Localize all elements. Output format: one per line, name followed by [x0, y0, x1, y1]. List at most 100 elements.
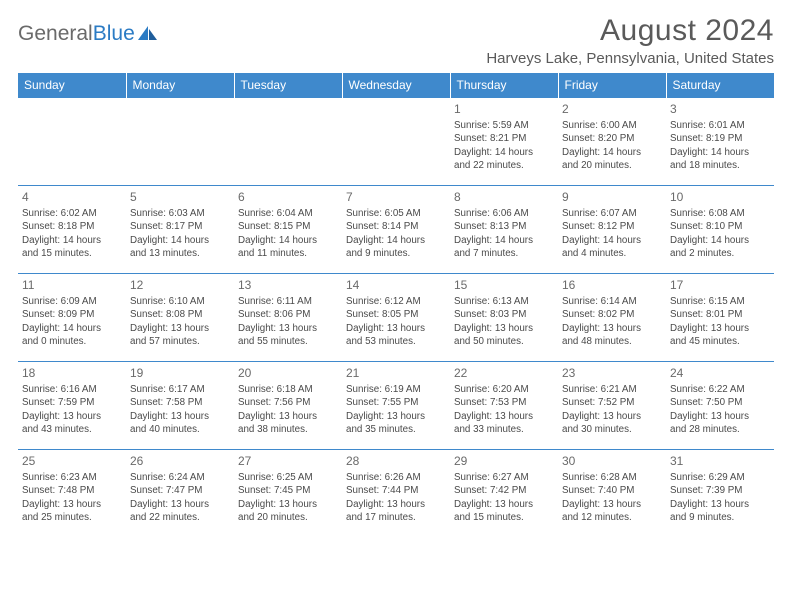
- daylight-line2: and 13 minutes.: [130, 247, 230, 260]
- sunrise-line: Sunrise: 6:28 AM: [562, 471, 662, 484]
- daylight-line1: Daylight: 13 hours: [130, 322, 230, 335]
- logo-text-blue: Blue: [93, 22, 135, 46]
- sunset-line: Sunset: 8:15 PM: [238, 220, 338, 233]
- sunset-line: Sunset: 8:19 PM: [670, 132, 770, 145]
- title-block: August 2024 Harveys Lake, Pennsylvania, …: [486, 14, 774, 67]
- sunrise-line: Sunrise: 6:29 AM: [670, 471, 770, 484]
- daylight-line1: Daylight: 14 hours: [22, 234, 122, 247]
- sunrise-line: Sunrise: 6:20 AM: [454, 383, 554, 396]
- calendar-day-cell: 17Sunrise: 6:15 AMSunset: 8:01 PMDayligh…: [666, 274, 774, 362]
- daylight-line2: and 25 minutes.: [22, 511, 122, 524]
- sunrise-line: Sunrise: 6:09 AM: [22, 295, 122, 308]
- daylight-line2: and 30 minutes.: [562, 423, 662, 436]
- daylight-line1: Daylight: 13 hours: [22, 410, 122, 423]
- sunset-line: Sunset: 8:02 PM: [562, 308, 662, 321]
- day-number: 16: [562, 277, 662, 293]
- daylight-line2: and 35 minutes.: [346, 423, 446, 436]
- daylight-line2: and 12 minutes.: [562, 511, 662, 524]
- day-number: 18: [22, 365, 122, 381]
- daylight-line1: Daylight: 13 hours: [22, 498, 122, 511]
- sunrise-line: Sunrise: 6:24 AM: [130, 471, 230, 484]
- sunrise-line: Sunrise: 6:08 AM: [670, 207, 770, 220]
- sunset-line: Sunset: 8:13 PM: [454, 220, 554, 233]
- day-number: 26: [130, 453, 230, 469]
- daylight-line2: and 38 minutes.: [238, 423, 338, 436]
- daylight-line1: Daylight: 13 hours: [454, 322, 554, 335]
- day-number: 3: [670, 101, 770, 117]
- sunset-line: Sunset: 7:39 PM: [670, 484, 770, 497]
- daylight-line2: and 0 minutes.: [22, 335, 122, 348]
- daylight-line2: and 40 minutes.: [130, 423, 230, 436]
- sunrise-line: Sunrise: 5:59 AM: [454, 119, 554, 132]
- day-number: 8: [454, 189, 554, 205]
- calendar-week-row: 18Sunrise: 6:16 AMSunset: 7:59 PMDayligh…: [18, 362, 774, 450]
- dayname-header: Friday: [558, 73, 666, 98]
- calendar-day-cell: [126, 98, 234, 186]
- sunrise-line: Sunrise: 6:02 AM: [22, 207, 122, 220]
- calendar-day-cell: 9Sunrise: 6:07 AMSunset: 8:12 PMDaylight…: [558, 186, 666, 274]
- header: GeneralBlue August 2024 Harveys Lake, Pe…: [18, 14, 774, 67]
- day-number: 24: [670, 365, 770, 381]
- calendar-day-cell: 25Sunrise: 6:23 AMSunset: 7:48 PMDayligh…: [18, 450, 126, 538]
- sunrise-line: Sunrise: 6:00 AM: [562, 119, 662, 132]
- sunset-line: Sunset: 7:59 PM: [22, 396, 122, 409]
- sunset-line: Sunset: 7:44 PM: [346, 484, 446, 497]
- sunset-line: Sunset: 8:05 PM: [346, 308, 446, 321]
- dayname-header: Wednesday: [342, 73, 450, 98]
- daylight-line2: and 20 minutes.: [562, 159, 662, 172]
- day-number: 4: [22, 189, 122, 205]
- sunrise-line: Sunrise: 6:13 AM: [454, 295, 554, 308]
- daylight-line1: Daylight: 14 hours: [238, 234, 338, 247]
- calendar-day-cell: 3Sunrise: 6:01 AMSunset: 8:19 PMDaylight…: [666, 98, 774, 186]
- sunset-line: Sunset: 8:14 PM: [346, 220, 446, 233]
- daylight-line2: and 43 minutes.: [22, 423, 122, 436]
- calendar-week-row: 11Sunrise: 6:09 AMSunset: 8:09 PMDayligh…: [18, 274, 774, 362]
- day-number: 19: [130, 365, 230, 381]
- calendar-day-cell: 26Sunrise: 6:24 AMSunset: 7:47 PMDayligh…: [126, 450, 234, 538]
- daylight-line1: Daylight: 14 hours: [130, 234, 230, 247]
- daylight-line1: Daylight: 13 hours: [562, 322, 662, 335]
- calendar-day-cell: 15Sunrise: 6:13 AMSunset: 8:03 PMDayligh…: [450, 274, 558, 362]
- day-number: 21: [346, 365, 446, 381]
- sunset-line: Sunset: 7:40 PM: [562, 484, 662, 497]
- daylight-line1: Daylight: 14 hours: [454, 234, 554, 247]
- dayname-header: Monday: [126, 73, 234, 98]
- day-number: 13: [238, 277, 338, 293]
- calendar-day-cell: 12Sunrise: 6:10 AMSunset: 8:08 PMDayligh…: [126, 274, 234, 362]
- day-number: 17: [670, 277, 770, 293]
- sunset-line: Sunset: 7:58 PM: [130, 396, 230, 409]
- daylight-line1: Daylight: 13 hours: [562, 498, 662, 511]
- sunset-line: Sunset: 7:50 PM: [670, 396, 770, 409]
- daylight-line1: Daylight: 14 hours: [454, 146, 554, 159]
- calendar-day-cell: 30Sunrise: 6:28 AMSunset: 7:40 PMDayligh…: [558, 450, 666, 538]
- sunset-line: Sunset: 8:01 PM: [670, 308, 770, 321]
- daylight-line2: and 7 minutes.: [454, 247, 554, 260]
- logo: GeneralBlue: [18, 14, 159, 46]
- sunset-line: Sunset: 7:47 PM: [130, 484, 230, 497]
- daylight-line1: Daylight: 14 hours: [670, 234, 770, 247]
- daylight-line1: Daylight: 13 hours: [238, 498, 338, 511]
- sunrise-line: Sunrise: 6:15 AM: [670, 295, 770, 308]
- day-number: 22: [454, 365, 554, 381]
- daylight-line1: Daylight: 13 hours: [562, 410, 662, 423]
- calendar-week-row: 4Sunrise: 6:02 AMSunset: 8:18 PMDaylight…: [18, 186, 774, 274]
- sunrise-line: Sunrise: 6:17 AM: [130, 383, 230, 396]
- daylight-line1: Daylight: 13 hours: [238, 322, 338, 335]
- calendar-day-cell: 11Sunrise: 6:09 AMSunset: 8:09 PMDayligh…: [18, 274, 126, 362]
- daylight-line2: and 53 minutes.: [346, 335, 446, 348]
- daylight-line2: and 45 minutes.: [670, 335, 770, 348]
- calendar-day-cell: 16Sunrise: 6:14 AMSunset: 8:02 PMDayligh…: [558, 274, 666, 362]
- sunset-line: Sunset: 7:42 PM: [454, 484, 554, 497]
- sunrise-line: Sunrise: 6:16 AM: [22, 383, 122, 396]
- calendar-week-row: 25Sunrise: 6:23 AMSunset: 7:48 PMDayligh…: [18, 450, 774, 538]
- calendar-day-cell: 24Sunrise: 6:22 AMSunset: 7:50 PMDayligh…: [666, 362, 774, 450]
- calendar-day-cell: 6Sunrise: 6:04 AMSunset: 8:15 PMDaylight…: [234, 186, 342, 274]
- dayname-header-row: SundayMondayTuesdayWednesdayThursdayFrid…: [18, 73, 774, 98]
- sunrise-line: Sunrise: 6:12 AM: [346, 295, 446, 308]
- daylight-line1: Daylight: 14 hours: [562, 146, 662, 159]
- daylight-line2: and 57 minutes.: [130, 335, 230, 348]
- sunrise-line: Sunrise: 6:06 AM: [454, 207, 554, 220]
- sunset-line: Sunset: 7:53 PM: [454, 396, 554, 409]
- calendar-day-cell: 10Sunrise: 6:08 AMSunset: 8:10 PMDayligh…: [666, 186, 774, 274]
- sunset-line: Sunset: 8:06 PM: [238, 308, 338, 321]
